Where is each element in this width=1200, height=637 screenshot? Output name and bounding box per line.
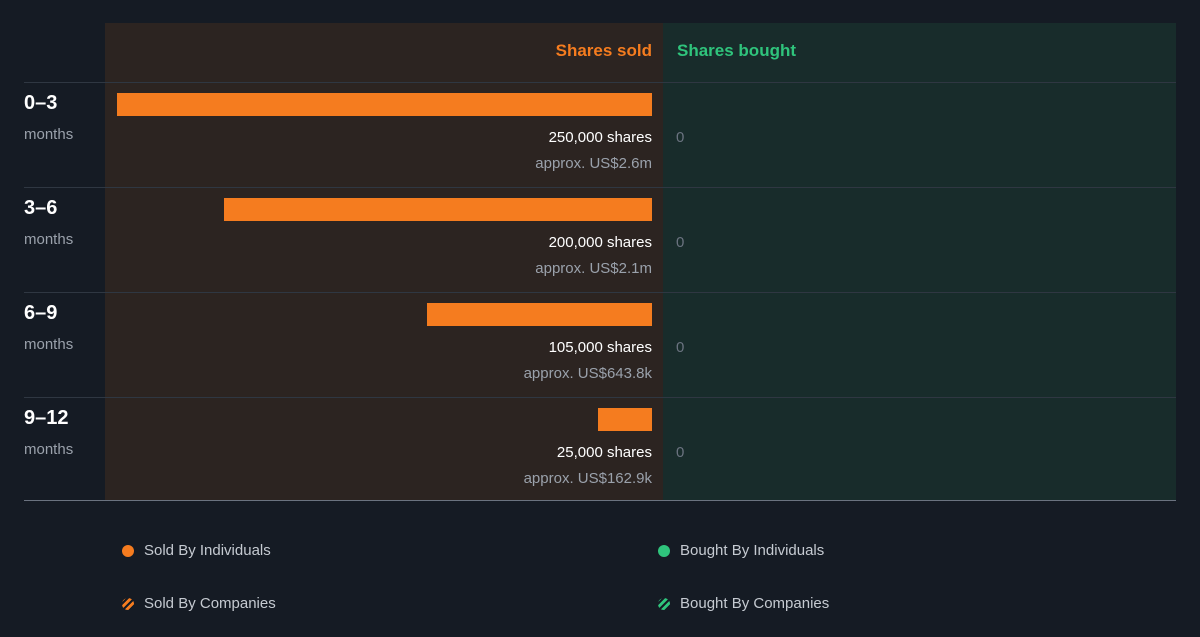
sold-value-label: approx. US$2.1m [535,260,652,277]
bought-shares-label: 0 [676,129,685,146]
legend-dot-icon [122,545,134,557]
bought-shares-label: 0 [676,444,685,461]
shares-sold-header: Shares sold [555,41,652,60]
sold-bar [224,198,652,221]
legend-label: Sold By Companies [144,595,276,612]
period-label: 9–12 [24,407,69,429]
bought-shares-label: 0 [676,339,685,356]
shares-bought-panel [663,23,1176,501]
legend-dot-icon [658,545,670,557]
legend-item: Bought By Individuals [658,542,824,560]
period-unit-label: months [24,231,74,248]
sold-bar [117,93,652,116]
row-divider [24,397,1176,398]
legend-hatch-icon [658,598,670,610]
legend-item: Sold By Individuals [122,542,271,560]
sold-shares-label: 25,000 shares [556,444,652,461]
sold-shares-label: 105,000 shares [548,339,652,356]
row-divider [24,82,1176,83]
chart-baseline [24,500,1176,501]
legend-item: Sold By Companies [122,595,276,613]
legend-label: Sold By Individuals [144,542,271,559]
sold-value-label: approx. US$162.9k [523,470,652,487]
period-label: 6–9 [24,302,58,324]
period-label: 3–6 [24,197,58,219]
shares-bought-header: Shares bought [677,41,797,60]
sold-value-label: approx. US$2.6m [535,155,652,172]
bought-shares-label: 0 [676,234,685,251]
sold-shares-label: 200,000 shares [548,234,652,251]
legend-label: Bought By Individuals [680,542,825,559]
period-label: 0–3 [24,92,58,114]
period-unit-label: months [24,441,74,458]
sold-shares-label: 250,000 shares [548,129,652,146]
legend-label: Bought By Companies [680,595,830,612]
row-divider [24,187,1176,188]
legend-hatch-icon [122,598,134,610]
period-unit-label: months [24,336,74,353]
sold-value-label: approx. US$643.8k [523,365,652,382]
legend-item: Bought By Companies [658,595,829,613]
row-divider [24,292,1176,293]
sold-bar [427,303,652,326]
period-unit-label: months [24,126,74,143]
sold-bar [598,408,652,431]
